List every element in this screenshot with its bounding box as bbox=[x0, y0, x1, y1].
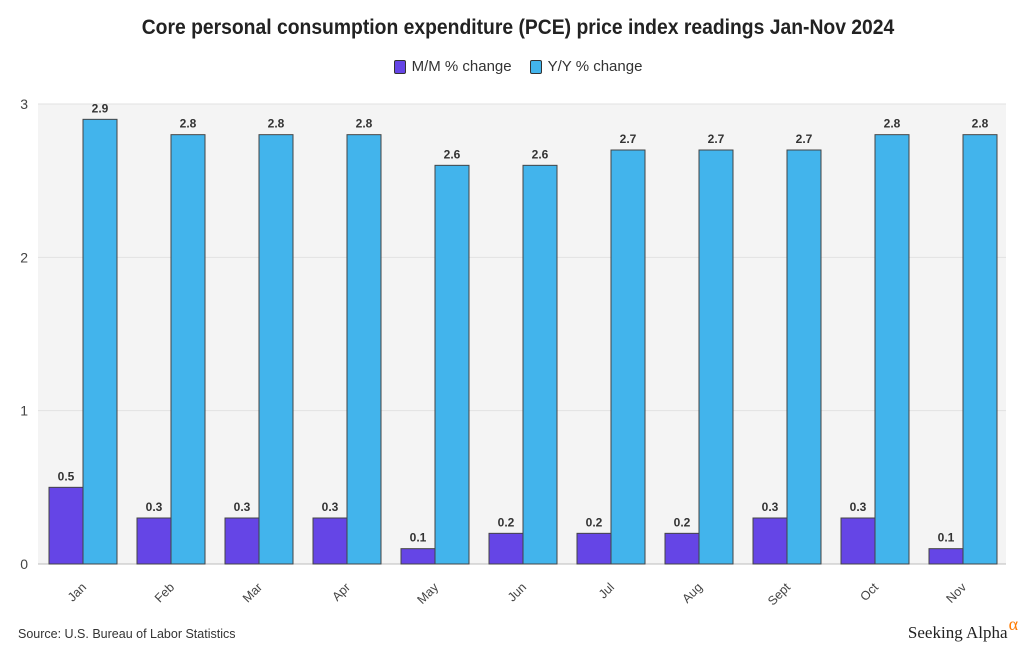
bar-mm bbox=[224, 517, 260, 565]
legend: M/M % change Y/Y % change bbox=[0, 58, 1036, 75]
data-label-mm: 0.3 bbox=[850, 500, 867, 514]
data-label-yy: 2.8 bbox=[356, 117, 373, 131]
data-label-mm: 0.2 bbox=[674, 515, 691, 529]
data-label-yy: 2.7 bbox=[796, 132, 813, 146]
data-label-mm: 0.2 bbox=[586, 515, 603, 529]
data-label-mm: 0.2 bbox=[498, 515, 515, 529]
data-label-mm: 0.1 bbox=[410, 531, 427, 545]
alpha-icon: α bbox=[1008, 614, 1018, 634]
brand-logo: Seeking Alphaα bbox=[907, 614, 1018, 643]
data-label-mm: 0.3 bbox=[322, 500, 339, 514]
bar-yy bbox=[874, 134, 910, 565]
data-label-yy: 2.8 bbox=[972, 117, 989, 131]
bar-mm bbox=[664, 532, 700, 565]
x-tick-label: Jul bbox=[596, 580, 617, 601]
x-tick-label: Nov bbox=[943, 580, 969, 606]
bar-yy bbox=[82, 118, 118, 565]
x-tick-label: May bbox=[415, 580, 442, 607]
y-tick-label: 3 bbox=[20, 96, 28, 112]
bar-mm bbox=[488, 532, 524, 565]
legend-item-mm[interactable]: M/M % change bbox=[393, 58, 512, 75]
data-label-yy: 2.6 bbox=[444, 147, 461, 161]
legend-swatch-mm bbox=[393, 59, 406, 74]
bar-yy bbox=[962, 134, 998, 565]
bar-mm bbox=[48, 486, 84, 565]
x-tick-label: Oct bbox=[857, 580, 881, 604]
x-tick-label: Aug bbox=[679, 580, 705, 606]
bar-yy bbox=[698, 149, 734, 565]
x-tick-label: Jun bbox=[505, 580, 529, 604]
bar-mm bbox=[136, 517, 172, 565]
bar-yy bbox=[610, 149, 646, 565]
bar-mm bbox=[576, 532, 612, 565]
bar-mm bbox=[400, 548, 436, 565]
bar-mm bbox=[928, 548, 964, 565]
bar-mm bbox=[840, 517, 876, 565]
brand-name: Seeking Alpha bbox=[907, 623, 1008, 642]
data-label-yy: 2.7 bbox=[708, 132, 725, 146]
x-tick-label: Apr bbox=[329, 580, 353, 604]
bar-yy bbox=[258, 134, 294, 565]
data-label-mm: 0.5 bbox=[58, 469, 75, 483]
data-label-yy: 2.7 bbox=[620, 132, 637, 146]
y-tick-label: 1 bbox=[20, 403, 28, 419]
x-tick-label: Jan bbox=[65, 580, 89, 604]
data-label-mm: 0.1 bbox=[938, 531, 955, 545]
source-note: Source: U.S. Bureau of Labor Statistics bbox=[18, 627, 236, 641]
data-label-yy: 2.8 bbox=[884, 117, 901, 131]
legend-swatch-yy bbox=[529, 59, 542, 74]
bar-yy bbox=[434, 164, 470, 565]
data-label-mm: 0.3 bbox=[762, 500, 779, 514]
data-label-yy: 2.6 bbox=[532, 147, 549, 161]
data-label-mm: 0.3 bbox=[234, 500, 251, 514]
data-label-yy: 2.9 bbox=[92, 101, 109, 115]
bar-mm bbox=[312, 517, 348, 565]
x-tick-label: Sept bbox=[765, 580, 793, 608]
x-tick-label: Feb bbox=[152, 580, 177, 605]
legend-item-yy[interactable]: Y/Y % change bbox=[529, 58, 643, 75]
data-label-yy: 2.8 bbox=[268, 117, 285, 131]
chart-title: Core personal consumption expenditure (P… bbox=[141, 16, 895, 39]
bar-yy bbox=[522, 164, 558, 565]
legend-label-yy: Y/Y % change bbox=[547, 58, 643, 75]
y-tick-label: 2 bbox=[20, 249, 28, 265]
y-tick-label: 0 bbox=[20, 556, 28, 572]
bar-mm bbox=[752, 517, 788, 565]
legend-label-mm: M/M % change bbox=[411, 58, 512, 75]
x-tick-label: Mar bbox=[240, 580, 265, 605]
data-label-mm: 0.3 bbox=[146, 500, 163, 514]
bar-yy bbox=[786, 149, 822, 565]
bar-yy bbox=[346, 134, 382, 565]
bar-yy bbox=[170, 134, 206, 565]
data-label-yy: 2.8 bbox=[180, 117, 197, 131]
